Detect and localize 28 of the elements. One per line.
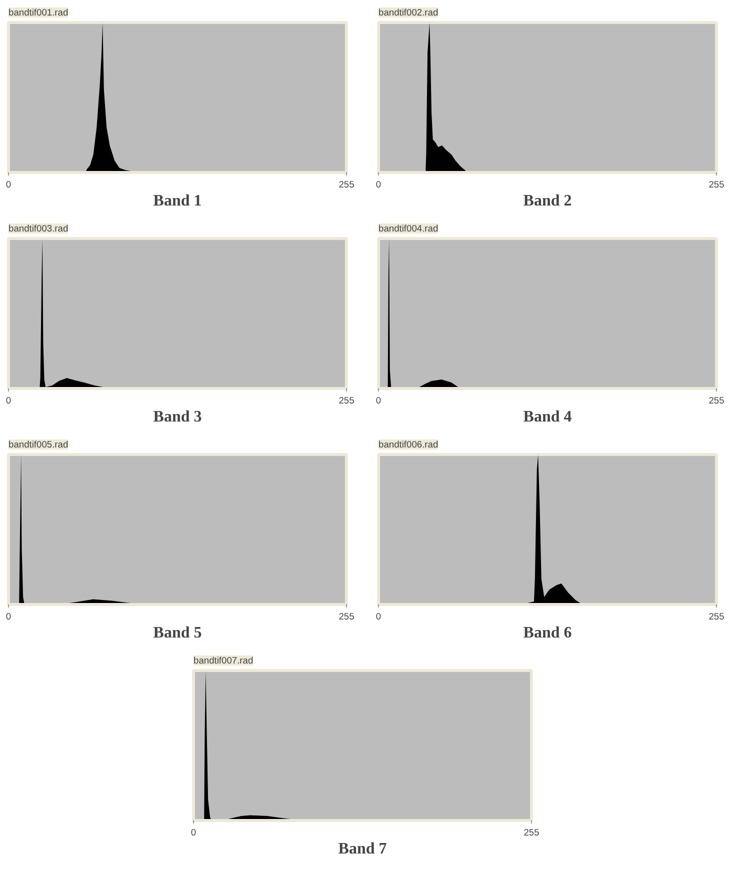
x-axis-title: Band 3 (153, 408, 202, 426)
x-tick-label: 0 (376, 612, 382, 622)
x-tick-label: 255 (338, 396, 354, 406)
x-tick-label: 0 (6, 612, 12, 622)
x-tick-label: 255 (338, 180, 354, 190)
x-axis-title: Band 7 (338, 840, 387, 858)
x-tick-label: 0 (376, 180, 382, 190)
x-axis-title: Band 1 (153, 192, 202, 210)
x-tick-label: 0 (6, 180, 12, 190)
x-tick-label: 0 (6, 396, 12, 406)
x-tick-label: 255 (708, 180, 724, 190)
chart-title: bandtif001.rad (8, 8, 68, 18)
chart-title: bandtif004.rad (378, 224, 438, 234)
chart-title: bandtif005.rad (8, 440, 68, 450)
chart-title: bandtif006.rad (378, 440, 438, 450)
x-tick-label: 255 (524, 828, 540, 838)
x-axis-title: Band 2 (523, 192, 572, 210)
x-axis-title: Band 4 (523, 408, 572, 426)
x-axis-title: Band 5 (153, 624, 202, 642)
chart-title: bandtif002.rad (378, 8, 438, 18)
chart-title: bandtif003.rad (8, 224, 68, 234)
x-tick-label: 0 (190, 828, 196, 838)
x-tick-label: 255 (708, 396, 724, 406)
chart-title: bandtif007.rad (194, 656, 254, 666)
x-axis-title: Band 6 (523, 624, 572, 642)
x-tick-label: 255 (338, 612, 354, 622)
x-tick-label: 255 (708, 612, 724, 622)
x-tick-label: 0 (376, 396, 382, 406)
